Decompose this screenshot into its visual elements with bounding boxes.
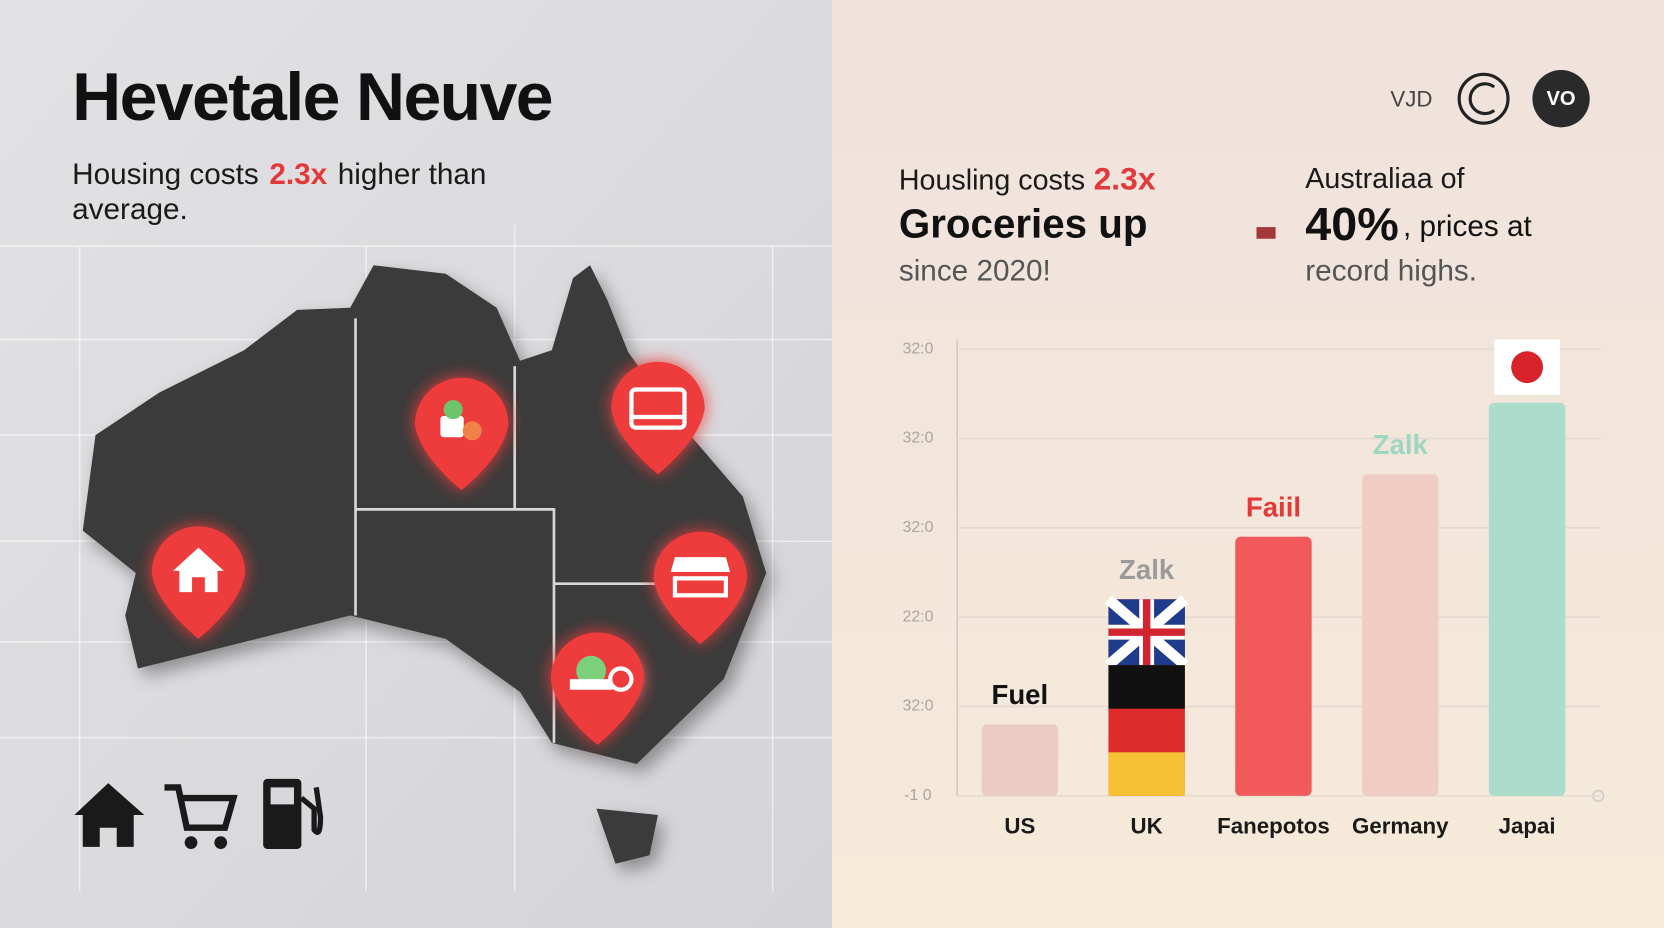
- avatar-label: VO: [1546, 88, 1575, 110]
- y-tick-label: 22:0: [902, 608, 933, 625]
- title: Hevetale Neuve: [72, 60, 552, 135]
- x-tick-label: Germany: [1352, 814, 1449, 839]
- pin-card: [611, 361, 705, 475]
- flag-part: [1108, 752, 1185, 796]
- pin-housing: [151, 526, 246, 639]
- highlight-line: since 2020!: [899, 255, 1051, 288]
- highlight-heading: Groceries up: [899, 201, 1148, 247]
- bar: [1362, 474, 1439, 796]
- subtitle-text: higher than: [338, 158, 487, 191]
- cart-icon: [164, 784, 238, 849]
- category-icons: [74, 778, 324, 849]
- x-tick-label: US: [1004, 814, 1035, 839]
- y-tick-label: 32:0: [902, 430, 933, 447]
- highlight-stat: 40%, prices at: [1305, 198, 1532, 250]
- fuel-icon: [263, 778, 324, 849]
- avatar[interactable]: [1532, 70, 1590, 128]
- highlight-line: Australiaa of: [1305, 163, 1464, 195]
- uk-flag: [1104, 595, 1189, 796]
- y-tick-label: 32:0: [902, 698, 933, 715]
- highlight-accent: 2.3x: [1094, 161, 1156, 197]
- pin-fuel: [550, 632, 645, 745]
- stat-text: , prices at: [1403, 210, 1533, 243]
- y-tick-label: -1 0: [904, 787, 932, 804]
- subtitle-text: Housing costs: [72, 158, 259, 191]
- subtitle-accent: 2.3x: [269, 158, 327, 191]
- pin-store: [653, 531, 748, 645]
- x-tick-label: Fanepotos: [1217, 814, 1330, 839]
- y-tick-label: 32:0: [902, 519, 933, 536]
- bar: [981, 724, 1059, 796]
- separator: [1256, 227, 1276, 239]
- bar-label: Zalk: [1119, 554, 1175, 585]
- bar: [1488, 402, 1566, 796]
- subtitle-line2: average.: [72, 193, 188, 226]
- pin-groceries: [414, 377, 509, 491]
- house-icon: [74, 783, 145, 847]
- map-pins: [151, 361, 748, 745]
- bar-label: Faiil: [1246, 491, 1301, 522]
- bar-label: Fuel: [991, 679, 1048, 710]
- bar: [1235, 536, 1312, 796]
- highlight-line: Housling costs 2.3x: [899, 161, 1156, 197]
- highlight-text: Housling costs: [899, 164, 1085, 196]
- flag-part: [1108, 665, 1185, 709]
- x-tick-label: UK: [1131, 814, 1163, 839]
- flag-part: [1108, 599, 1185, 666]
- japan-flag: [1494, 339, 1560, 395]
- subtitle: Housing costs 2.3x higher than: [72, 158, 486, 191]
- copyright-icon: [1457, 72, 1510, 125]
- y-tick-label: 32:0: [902, 340, 933, 357]
- bar-label: Zalk: [1373, 429, 1429, 460]
- x-tick-label: Japai: [1499, 814, 1556, 839]
- stat-value: 40%: [1305, 198, 1398, 250]
- top-text: VJD: [1390, 87, 1432, 112]
- flag-decorations: [1104, 339, 1560, 796]
- highlight-line: record highs.: [1305, 255, 1477, 288]
